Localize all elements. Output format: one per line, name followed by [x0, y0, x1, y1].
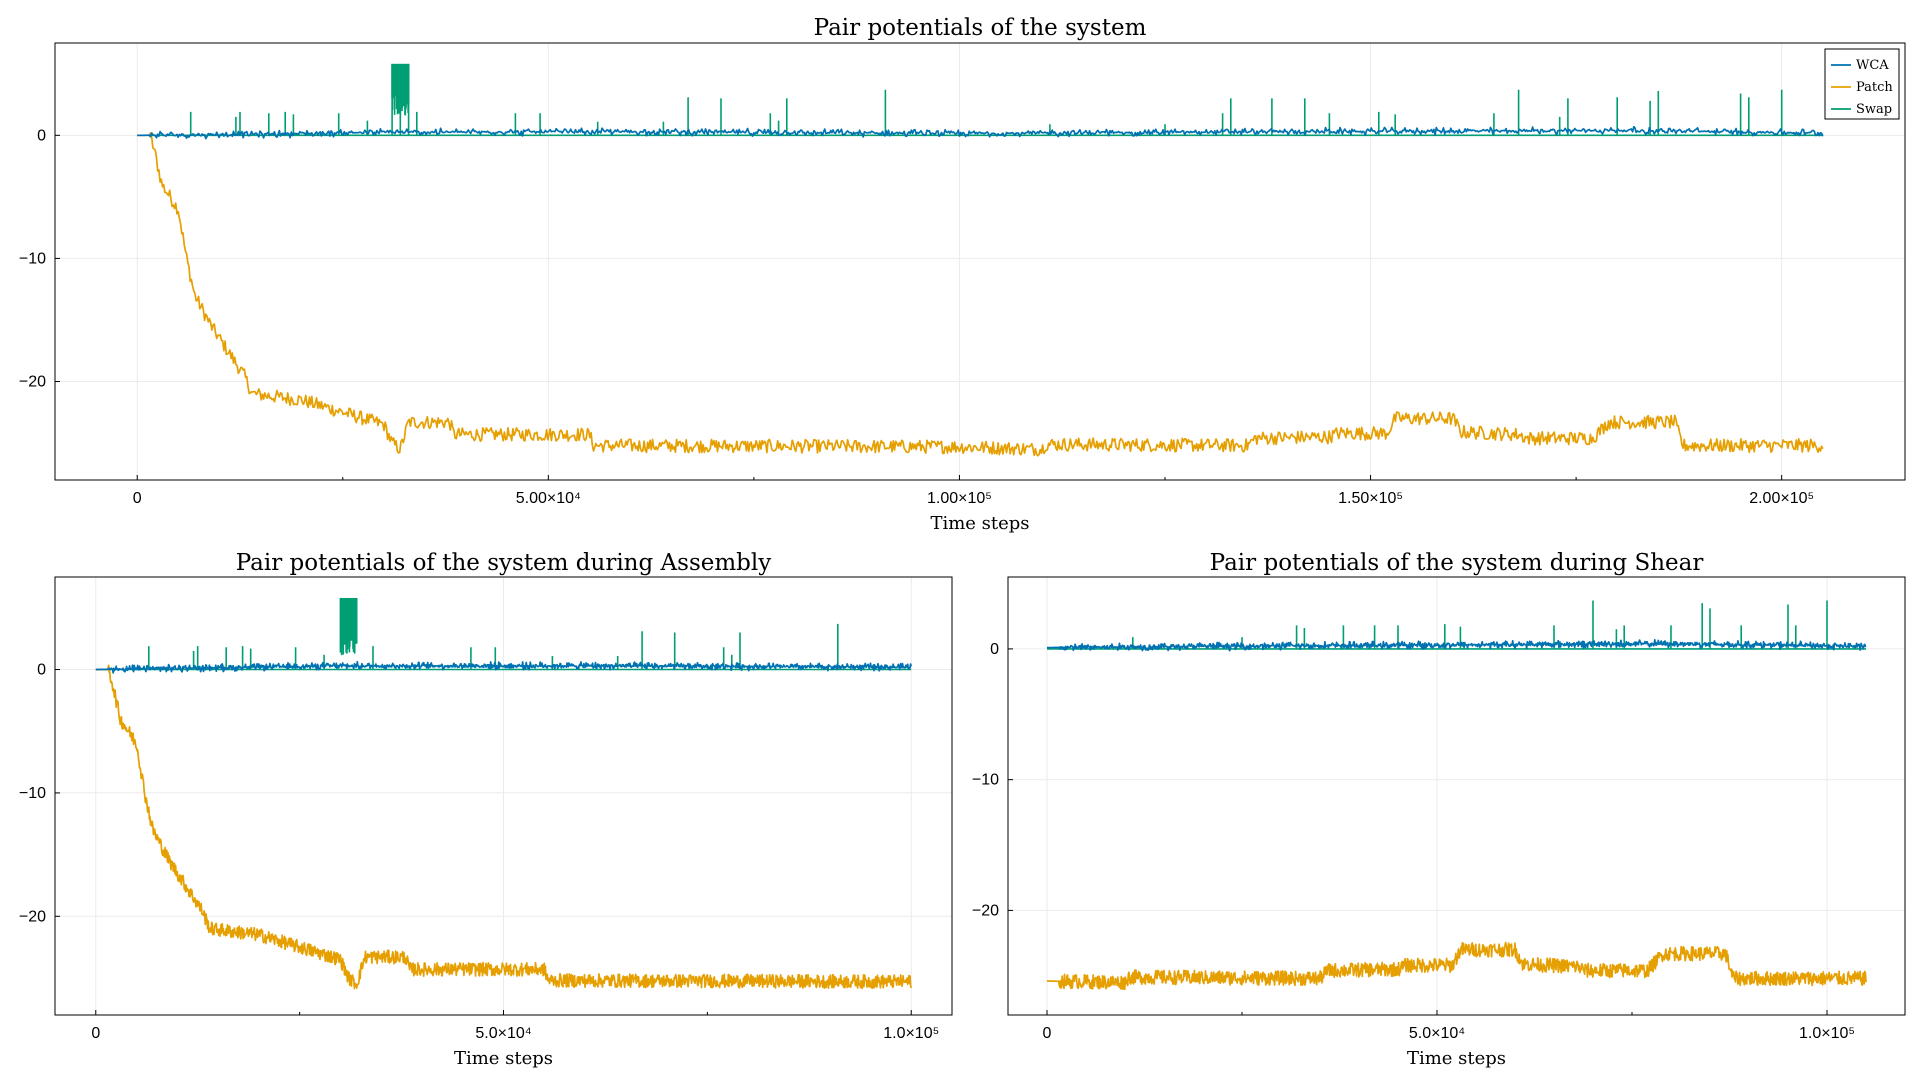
series-swap-block-fill: [392, 63, 409, 97]
y-tick-label: −20: [19, 374, 46, 391]
x-tick-label: 0: [1043, 1025, 1052, 1042]
series-patch-line: [1046, 941, 1867, 991]
y-tick-label: 0: [37, 127, 46, 144]
series-wca-line: [1046, 638, 1867, 652]
legend-label-wca: WCA: [1856, 58, 1889, 73]
plot-frame: [1007, 576, 1906, 1016]
chart-shear: 0 5.0×10⁴ 1.0×10⁵ 0 −10 −20 Pair potentials of…: [972, 550, 1906, 1069]
y-tick-label: −20: [19, 908, 46, 925]
x-tick-label: 1.0×10⁵: [883, 1025, 939, 1042]
chart-title: Pair potentials of the system during She…: [1210, 550, 1704, 576]
chart-title: Pair potentials of the system during Ass…: [236, 550, 772, 576]
plot-frame: [54, 42, 1906, 481]
series-wca-line: [137, 125, 1824, 140]
x-tick-label: 2.00×10⁵: [1749, 490, 1814, 507]
series-patch-line: [95, 664, 913, 990]
y-tick-label: −10: [19, 250, 46, 267]
legend: WCA Patch Swap: [1824, 48, 1900, 120]
x-axis-label: Time steps: [454, 1048, 553, 1069]
x-tick-label: 0: [133, 490, 142, 507]
legend-label-swap: Swap: [1856, 102, 1892, 117]
x-tick-label: 5.0×10⁴: [475, 1025, 531, 1042]
y-tick-label: 0: [990, 641, 999, 658]
x-tick-label: 5.00×10⁴: [516, 490, 581, 507]
y-tick-label: 0: [37, 662, 46, 679]
series-patch-line: [137, 132, 1824, 457]
series-swap-block-fill: [340, 597, 357, 631]
series-swap-line: [1047, 600, 1866, 650]
series-swap-line: [95, 623, 912, 671]
chart-title: Pair potentials of the system: [814, 15, 1147, 41]
x-axis-label: Time steps: [930, 513, 1029, 534]
x-tick-label: 5.0×10⁴: [1409, 1025, 1465, 1042]
chart-assembly: 0 5.0×10⁴ 1.0×10⁵ 0 −10 −20 Pair potentials of…: [19, 550, 953, 1069]
x-axis-label: Time steps: [1407, 1048, 1506, 1069]
series-wca-line: [95, 660, 913, 674]
x-tick-label: 0: [91, 1025, 100, 1042]
chart-full: 0 5.00×10⁴ 1.00×10⁵ 1.50×10⁵ 2.00×10⁵ 0 −10 −20…: [19, 15, 1906, 534]
legend-box: [1824, 48, 1900, 120]
legend-label-patch: Patch: [1856, 80, 1893, 95]
y-tick-label: −10: [19, 785, 46, 802]
series-swap-line: [137, 63, 1823, 137]
x-tick-label: 1.00×10⁵: [927, 490, 992, 507]
y-tick-label: −10: [972, 772, 999, 789]
x-tick-label: 1.0×10⁵: [1799, 1025, 1855, 1042]
y-tick-label: −20: [972, 902, 999, 919]
x-tick-label: 1.50×10⁵: [1338, 490, 1403, 507]
